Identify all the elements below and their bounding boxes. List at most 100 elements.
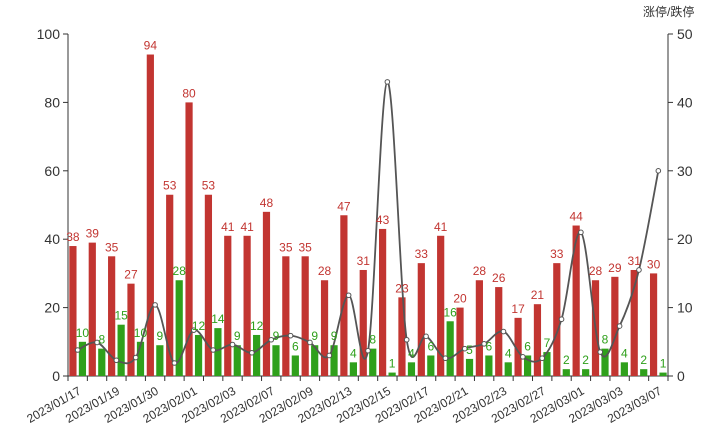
ratio-point	[520, 354, 526, 360]
data-label-limit-down: 9	[157, 329, 164, 343]
bar-limit-up	[533, 304, 542, 376]
data-label-limit-down: 9	[331, 329, 338, 343]
bar-limit-up	[243, 235, 251, 376]
bar-limit-up	[630, 269, 638, 376]
bar-limit-up	[282, 256, 290, 376]
bar-limit-up	[224, 235, 232, 376]
bar-limit-down	[194, 334, 203, 376]
ratio-line-path	[77, 80, 660, 365]
data-label-limit-down: 4	[350, 346, 357, 360]
bar-limit-down	[214, 328, 222, 376]
right-tick-label: 0	[677, 368, 685, 384]
ratio-point	[307, 339, 313, 346]
bar-limit-up	[69, 246, 77, 376]
left-tick-label: 20	[44, 300, 60, 316]
bar-limit-up	[262, 211, 271, 376]
bar-limit-up	[611, 276, 619, 376]
ratio-point	[578, 229, 584, 236]
bar-limit-up	[456, 307, 464, 376]
ratio-point	[384, 79, 391, 85]
ratio-point	[229, 341, 236, 348]
data-label-limit-down: 8	[602, 333, 609, 347]
bar-limit-down	[78, 341, 87, 376]
ratio-point	[152, 302, 158, 308]
bar-limit-up	[379, 228, 387, 376]
data-label-limit-down: 10	[76, 326, 90, 340]
bar-limit-up	[320, 280, 329, 376]
bar-limit-down	[388, 372, 396, 376]
data-label-limit-down: 8	[98, 333, 105, 347]
bar-limit-down	[582, 369, 590, 376]
data-label-limit-up: 43	[376, 213, 390, 227]
data-labels: 3810398351527109495328801253144194112489…	[66, 39, 666, 371]
data-label-limit-up: 53	[202, 179, 216, 193]
ratio-point	[326, 352, 333, 359]
left-tick-label: 80	[44, 94, 60, 110]
bar-limit-down	[369, 348, 377, 376]
data-label-limit-up: 39	[86, 227, 100, 241]
bar-limit-up	[649, 273, 658, 376]
bar-limit-down	[291, 355, 299, 376]
data-label-limit-up: 30	[647, 257, 661, 271]
bar-limit-up	[417, 263, 425, 376]
bar-limit-up	[340, 215, 348, 376]
data-label-limit-down: 9	[234, 329, 241, 343]
ratio-point	[403, 336, 410, 343]
bars	[69, 54, 667, 377]
data-label-limit-down: 14	[211, 312, 225, 326]
data-label-limit-up: 35	[279, 240, 293, 254]
ratio-point	[210, 347, 216, 353]
bar-limit-down	[640, 369, 648, 376]
bar-limit-down	[311, 345, 319, 376]
data-label-limit-up: 17	[511, 302, 525, 316]
data-label-limit-down: 16	[443, 305, 457, 319]
bar-limit-up	[88, 242, 96, 376]
bar-limit-up	[127, 283, 135, 376]
data-label-limit-down: 1	[389, 357, 396, 371]
ratio-point	[539, 355, 545, 362]
right-axis-title: 涨停/跌停	[643, 4, 694, 19]
left-tick-label: 0	[52, 368, 60, 384]
data-label-limit-down: 8	[369, 333, 376, 347]
right-tick-label: 30	[677, 163, 693, 179]
bar-limit-down	[562, 369, 570, 376]
left-tick-label: 100	[37, 26, 61, 42]
ratio-point	[558, 316, 565, 323]
bar-limit-down	[175, 280, 183, 376]
ratio-point	[268, 336, 275, 343]
bar-limit-down	[504, 362, 512, 376]
bar-limit-down	[465, 358, 474, 376]
ratio-point	[597, 349, 604, 355]
data-label-limit-up: 27	[124, 268, 138, 282]
data-label-limit-up: 38	[66, 230, 80, 244]
data-label-limit-down: 28	[173, 264, 187, 278]
data-label-limit-up: 26	[492, 271, 506, 285]
data-label-limit-up: 94	[144, 39, 158, 53]
data-label-limit-down: 6	[486, 339, 493, 353]
data-label-limit-up: 47	[337, 199, 351, 213]
ratio-point	[442, 355, 449, 362]
bar-limit-down	[620, 362, 628, 376]
data-label-limit-up: 80	[182, 86, 196, 100]
ratio-point	[132, 354, 139, 361]
bar-limit-up	[166, 194, 174, 376]
bar-limit-down	[427, 355, 435, 376]
data-label-limit-down: 2	[640, 353, 647, 367]
data-label-limit-down: 6	[524, 339, 531, 353]
ratio-point	[481, 341, 487, 347]
data-label-limit-up: 48	[260, 196, 274, 210]
data-label-limit-up: 20	[453, 292, 467, 306]
data-label-limit-down: 2	[563, 353, 570, 367]
data-label-limit-up: 35	[299, 240, 313, 254]
right-tick-label: 50	[677, 26, 693, 42]
data-label-limit-down: 6	[427, 339, 434, 353]
bar-limit-down	[523, 355, 532, 376]
data-label-limit-down: 9	[273, 329, 280, 343]
data-label-limit-up: 21	[531, 288, 545, 302]
data-label-limit-up: 28	[473, 264, 487, 278]
ratio-point	[287, 332, 294, 339]
data-label-limit-up: 31	[357, 254, 371, 268]
ratio-point	[655, 168, 662, 174]
data-label-limit-down: 15	[114, 309, 128, 323]
